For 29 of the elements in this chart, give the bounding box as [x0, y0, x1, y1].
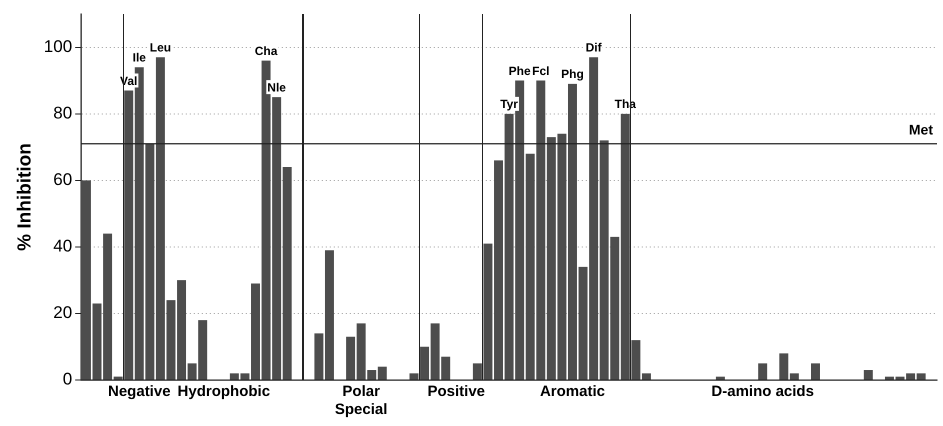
data-label: Cha — [254, 44, 278, 58]
bar — [758, 363, 768, 380]
data-label: Fcl — [532, 64, 550, 78]
data-label: Tyr — [500, 97, 518, 112]
x-tick-label: D-amino acids — [711, 383, 814, 400]
bar — [378, 366, 387, 380]
data-label: Leu — [150, 40, 172, 55]
x-tick-label: Positive — [427, 383, 486, 400]
bar — [811, 363, 820, 380]
bar — [716, 376, 725, 380]
data-label: Phg — [561, 67, 584, 82]
y-axis-title: % Inhibition — [14, 143, 36, 251]
y-tick-label: 0 — [62, 370, 72, 389]
y-tick-label: 100 — [44, 36, 72, 56]
data-label: Ile — [132, 50, 146, 65]
y-tick-label: 40 — [53, 236, 72, 256]
x-tick-label: Aromatic — [540, 383, 605, 400]
x-tick-label: Polar Special — [334, 383, 388, 418]
ref-line-label: Met — [908, 122, 934, 138]
bar — [864, 370, 873, 380]
bar — [610, 236, 620, 380]
x-tick-label: Hydrophobic — [178, 383, 270, 400]
data-label: Nle — [267, 80, 286, 94]
y-tick-label: 80 — [53, 104, 72, 123]
y-tick-label: 60 — [53, 170, 72, 190]
y-tick-label: 20 — [53, 303, 72, 322]
data-label: Phe — [508, 64, 531, 78]
x-tick-label: Negative — [108, 383, 171, 400]
data-label: Dif — [586, 40, 603, 55]
